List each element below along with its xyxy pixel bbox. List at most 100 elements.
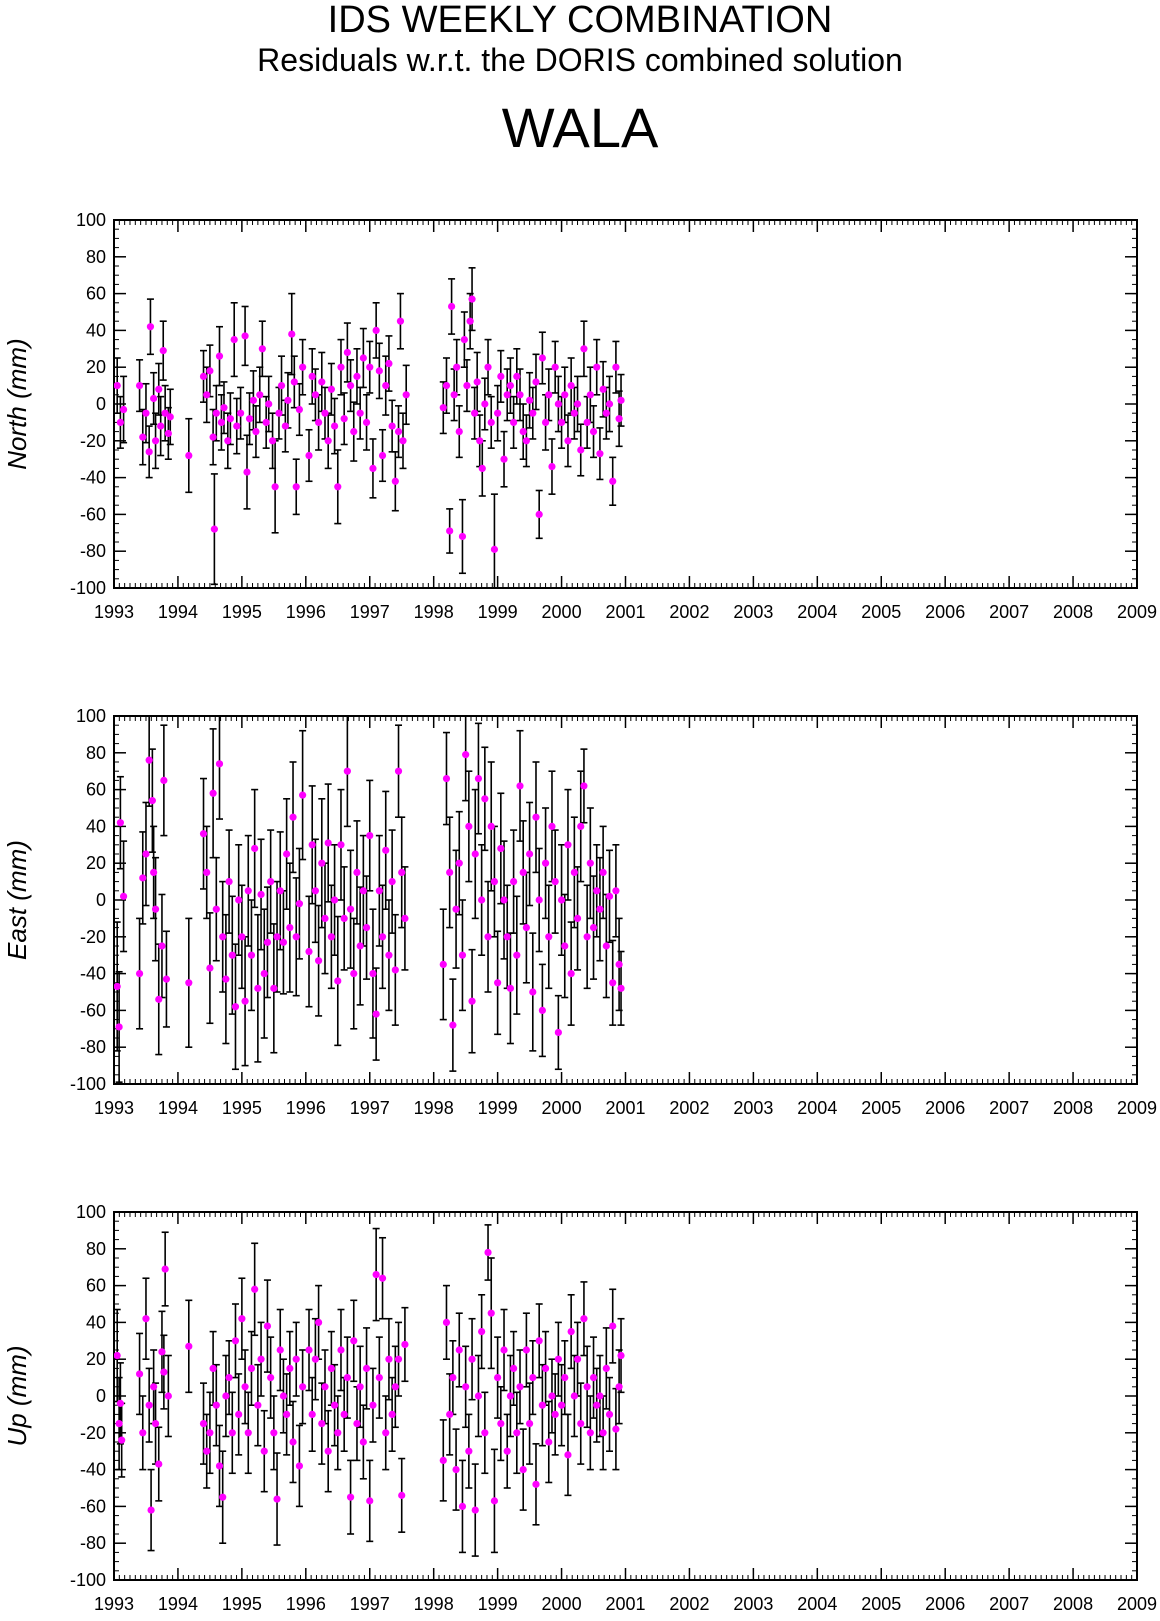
x-tick-label: 2002 [669,602,709,622]
residual-marker [471,1506,479,1514]
residual-marker [147,1506,155,1514]
x-tick-label: 1993 [94,1594,134,1614]
plot-frame [113,1211,1138,1581]
residual-marker [580,782,588,790]
residual-marker [224,437,232,445]
residual-marker [334,977,342,985]
residual-marker [401,1340,409,1349]
residual-marker [545,933,553,941]
residual-marker [244,887,252,895]
residual-marker [203,391,211,399]
residual-marker [292,933,300,941]
residual-marker [481,400,489,408]
x-tick-label: 2007 [989,1098,1029,1118]
residual-marker [337,363,345,371]
y-tick-label: 80 [86,743,106,763]
residual-marker [247,1364,256,1372]
residual-marker [388,422,396,430]
x-tick-label: 1999 [478,602,518,622]
residual-marker [570,1392,578,1400]
residual-marker [151,437,160,445]
residual-marker [115,1023,123,1031]
x-tick-label: 1997 [350,1594,390,1614]
residual-marker [589,428,598,436]
residual-marker [450,391,458,399]
residual-marker [116,1399,124,1407]
x-tick-label: 1996 [286,1594,326,1614]
residual-marker [529,988,537,996]
residual-marker [593,1401,601,1409]
residual-marker [299,791,307,799]
residual-marker [139,874,147,882]
residual-marker [506,382,515,390]
residual-marker [244,1429,252,1437]
residual-marker [538,1006,546,1015]
x-tick-label: 1998 [414,602,454,622]
residual-marker [199,1420,208,1428]
residual-marker [500,1346,508,1354]
residual-marker [484,363,492,371]
residual-marker [596,1392,604,1400]
x-tick-label: 2000 [542,602,582,622]
residual-marker [535,510,543,518]
residual-marker [567,970,575,978]
residual-marker [362,418,371,426]
residual-marker [519,428,527,436]
residual-marker [471,850,479,858]
residual-marker [330,896,339,904]
y-tick-label: 20 [86,357,106,377]
residual-marker [258,345,266,353]
residual-marker [462,1383,470,1391]
residual-marker [334,1429,342,1437]
residual-marker [609,979,617,987]
residual-marker [529,409,537,417]
y-tick-label: -40 [80,964,106,984]
residual-marker [114,982,121,991]
residual-marker [150,868,158,877]
residual-marker [308,841,316,849]
residual-marker [455,859,463,867]
residual-marker [465,822,473,831]
residual-marker [516,1383,524,1391]
residual-marker [295,1462,304,1470]
residual-marker [538,354,546,362]
x-tick-label: 2003 [733,602,773,622]
panel-east: 1993 1994 1995 1996 1997 1998 1999 2000 2001 2002… [2,706,1157,1118]
residual-marker [233,422,241,430]
residual-marker [271,483,279,491]
residual-marker [567,382,575,390]
residual-marker [150,394,158,403]
residual-marker [554,400,562,408]
y-tick-label: -40 [80,1460,106,1480]
x-tick-label: 1994 [158,1594,198,1614]
residual-marker [161,1265,169,1273]
residual-marker [260,970,268,978]
residual-marker [219,933,227,941]
residual-marker [305,451,313,460]
residual-marker [228,951,236,959]
residual-marker [210,525,218,533]
residual-marker [142,409,150,417]
y-tick-label: 100 [76,706,106,726]
x-tick-label: 2006 [925,1098,965,1118]
y-tick-label: -60 [80,504,106,524]
residual-marker [217,418,226,426]
residual-marker [372,326,380,334]
residual-marker [577,446,585,454]
residual-marker [254,1401,262,1409]
residual-marker [139,433,147,441]
residual-marker [396,317,405,325]
residual-marker [340,1410,348,1418]
residual-marker [446,527,454,535]
y-tick-label: -80 [80,1037,106,1057]
x-tick-label: 1999 [478,1594,518,1614]
residual-marker [206,367,214,375]
residual-marker [487,1309,495,1317]
residual-marker [115,1420,123,1428]
residual-marker [327,385,335,393]
residual-marker [299,363,307,371]
residual-marker [615,415,623,423]
residual-marker [311,1355,320,1363]
residual-marker [532,1480,540,1488]
residual-marker [241,1383,249,1391]
